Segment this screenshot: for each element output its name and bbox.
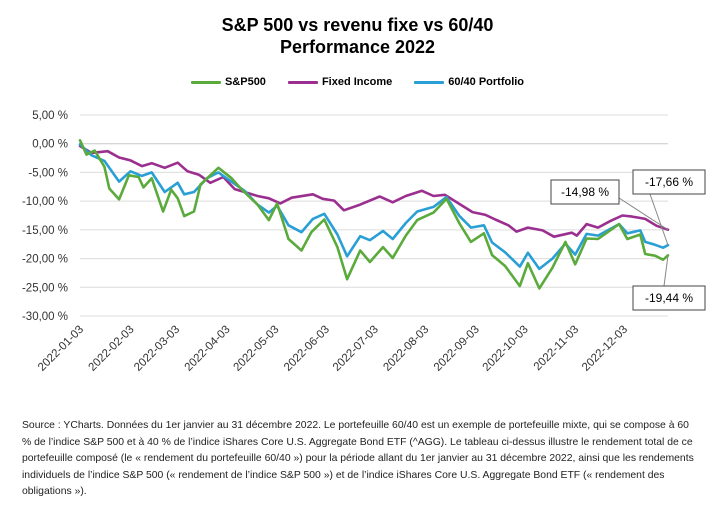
callout-6040-portfolio: -17,66 % <box>632 169 706 246</box>
x-tick-label: 2022-04-03 <box>183 324 233 374</box>
y-tick-label: -5,00 % <box>28 167 68 179</box>
x-tick-label: 2022-08-03 <box>381 324 431 374</box>
callout-leader-sp500 <box>663 255 669 287</box>
series-line-fixed-income <box>78 144 670 238</box>
y-tick-label: -25,00 % <box>22 282 68 294</box>
legend-swatch-fixed-income <box>287 80 318 84</box>
legend-item-6040-portfolio: 60/40 Portfolio <box>414 76 524 88</box>
callout-text-fixed-income: -14,98 % <box>561 185 609 199</box>
callout-text-6040-portfolio: -17,66 % <box>645 175 693 189</box>
y-tick-label: -30,00 % <box>22 311 68 323</box>
callout-box-6040-portfolio <box>632 169 706 195</box>
x-tick-label: 2022-02-03 <box>87 324 137 374</box>
line-chart: 5,00 % 0,00 % -5,00 % -10,00 % -15,00 % -20,0… <box>22 110 706 374</box>
series-line-60-40-portfolio <box>78 143 670 271</box>
gridlines <box>80 114 668 317</box>
series-lines <box>78 139 670 290</box>
y-tick-label: -10,00 % <box>22 196 68 208</box>
source-footnote: Source : YCharts. Données du 1er janvier… <box>22 420 694 498</box>
legend-item-fixed-income: Fixed Income <box>287 76 393 88</box>
chart-legend: S&P500 Fixed Income 60/40 Portfolio <box>0 76 715 88</box>
x-tick-label: 2022-05-03 <box>231 324 281 374</box>
end-value-callouts: -14,98 % -17,66 % -19,44 % <box>550 169 706 311</box>
legend-label-6040-portfolio: 60/40 Portfolio <box>448 76 525 88</box>
x-tick-label: 2022-12-03 <box>580 324 630 374</box>
y-tick-label: 0,00 % <box>32 139 68 151</box>
callout-box-sp500 <box>632 285 706 311</box>
x-tick-label: 2022-10-03 <box>481 324 531 374</box>
y-tick-label: -15,00 % <box>22 225 68 237</box>
series-line-s-p500 <box>78 139 670 290</box>
y-axis-tick-labels: 5,00 % 0,00 % -5,00 % -10,00 % -15,00 % -20,0… <box>22 110 68 323</box>
callout-box-fixed-income <box>550 179 620 205</box>
legend-label-fixed-income: Fixed Income <box>321 76 393 88</box>
callout-text-sp500: -19,44 % <box>645 291 693 305</box>
chart-title-line1: S&P 500 vs revenu fixe vs 60/40 <box>221 15 494 35</box>
x-tick-label: 2022-07-03 <box>331 324 381 374</box>
callout-fixed-income: -14,98 % <box>550 179 669 231</box>
x-tick-label: 2022-03-03 <box>132 324 182 374</box>
legend-item-sp500: S&P500 <box>190 76 266 88</box>
callout-leader-6040-portfolio <box>649 193 669 246</box>
callout-sp500: -19,44 % <box>632 255 706 311</box>
callout-leader-fixed-income <box>618 197 669 231</box>
legend-swatch-6040-portfolio <box>414 80 445 84</box>
x-tick-label: 2022-01-03 <box>36 324 86 374</box>
legend-label-sp500: S&P500 <box>224 76 266 88</box>
x-tick-label: 2022-06-03 <box>282 324 332 374</box>
legend-swatch-sp500 <box>190 80 221 84</box>
y-tick-label: 5,00 % <box>32 110 68 122</box>
x-tick-label: 2022-11-03 <box>532 324 581 373</box>
chart-title: S&P 500 vs revenu fixe vs 60/40 Performa… <box>0 14 715 58</box>
x-tick-label: 2022-09-03 <box>432 324 482 374</box>
chart-title-line2: Performance 2022 <box>279 37 436 57</box>
y-tick-label: -20,00 % <box>22 254 68 266</box>
